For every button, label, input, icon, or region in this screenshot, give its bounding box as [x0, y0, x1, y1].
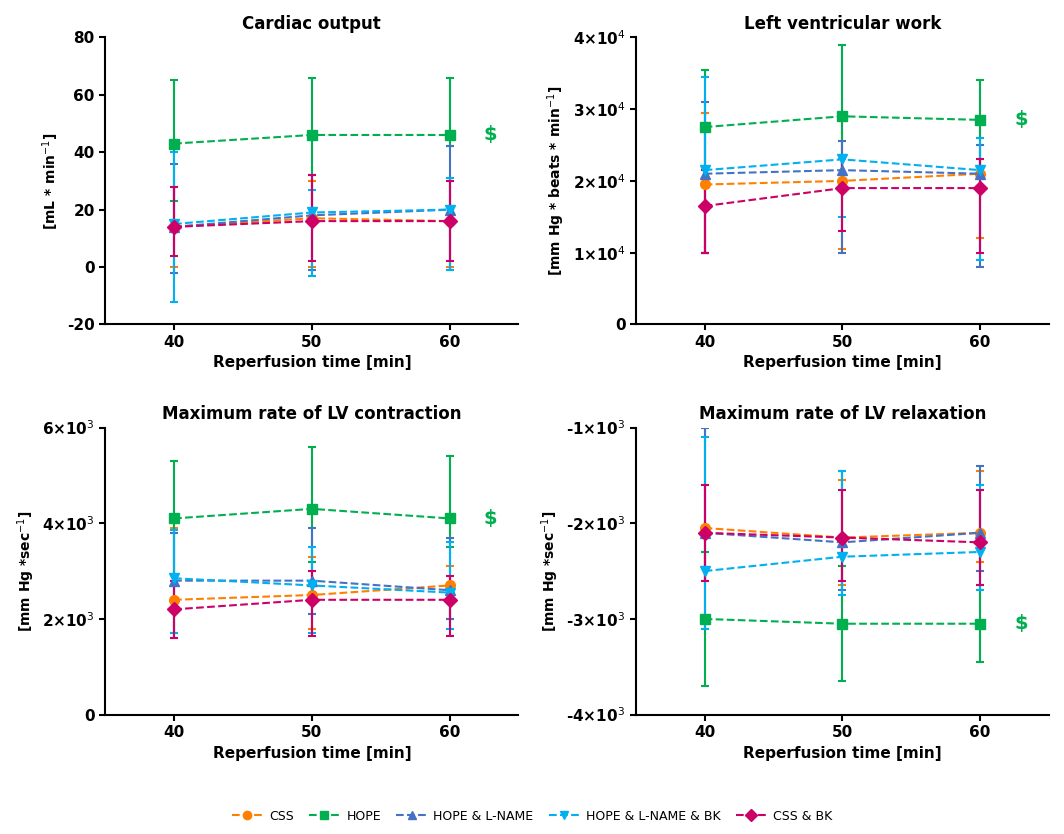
Y-axis label: [mm Hg *sec$^{-1}$]: [mm Hg *sec$^{-1}$]	[539, 510, 561, 632]
Legend: CSS, HOPE, HOPE & L-NAME, HOPE & L-NAME & BK, CSS & BK: CSS, HOPE, HOPE & L-NAME, HOPE & L-NAME …	[227, 805, 837, 828]
Title: Maximum rate of LV relaxation: Maximum rate of LV relaxation	[699, 405, 986, 423]
X-axis label: Reperfusion time [min]: Reperfusion time [min]	[743, 355, 942, 370]
Title: Maximum rate of LV contraction: Maximum rate of LV contraction	[162, 405, 462, 423]
Text: $: $	[1015, 110, 1028, 129]
Text: $: $	[484, 125, 498, 144]
Y-axis label: [mL * min$^{-1}$]: [mL * min$^{-1}$]	[40, 132, 62, 229]
X-axis label: Reperfusion time [min]: Reperfusion time [min]	[743, 746, 942, 761]
Text: $: $	[1015, 614, 1028, 633]
Title: Cardiac output: Cardiac output	[243, 15, 381, 33]
Text: $: $	[484, 509, 498, 528]
X-axis label: Reperfusion time [min]: Reperfusion time [min]	[213, 355, 411, 370]
Y-axis label: [mm Hg * beats * min$^{-1}$]: [mm Hg * beats * min$^{-1}$]	[546, 86, 567, 276]
Title: Left ventricular work: Left ventricular work	[744, 15, 941, 33]
Y-axis label: [mm Hg *sec$^{-1}$]: [mm Hg *sec$^{-1}$]	[15, 510, 36, 632]
X-axis label: Reperfusion time [min]: Reperfusion time [min]	[213, 746, 411, 761]
